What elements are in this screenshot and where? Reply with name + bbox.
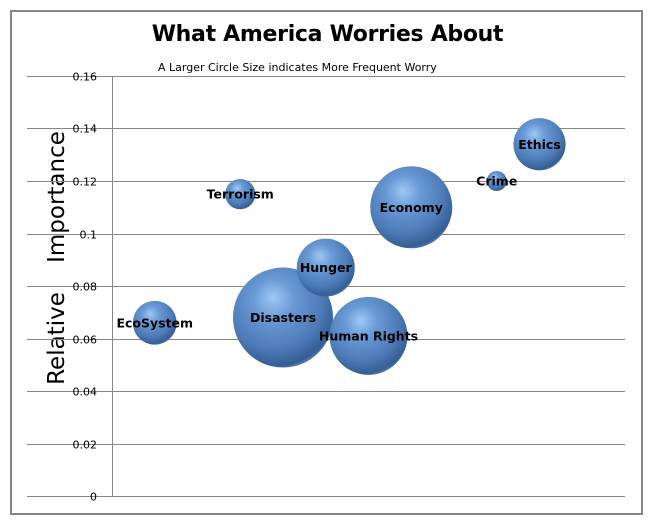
y-tick-label: 0 (90, 491, 97, 504)
y-tick-label: 0.12 (73, 176, 98, 189)
bubble-ecosystem (132, 300, 177, 345)
chart-title: What America Worries About (151, 22, 504, 47)
y-tick-label: 0.08 (73, 281, 98, 294)
bubble-disasters (233, 267, 333, 368)
y-tick-label: 0.04 (73, 386, 98, 399)
bubble-label: Terrorism (207, 187, 274, 202)
bubble-terrorism (225, 178, 256, 210)
bubble-label: Disasters (250, 310, 316, 325)
bubble-label: EcoSystem (116, 315, 193, 330)
bubble-crime (486, 171, 507, 191)
y-tick-label: 0.02 (73, 439, 98, 452)
y-tick-label: 0.14 (73, 123, 98, 136)
bubble-label: Human Rights (319, 328, 418, 343)
chart-subtitle: A Larger Circle Size indicates More Freq… (158, 61, 437, 74)
bubble-ethics (513, 118, 566, 171)
bubble-label: Economy (380, 200, 443, 215)
bubble-label: Crime (476, 174, 517, 189)
bubble-label: Hunger (300, 260, 353, 275)
y-tick-label: 0.1 (80, 229, 98, 242)
bubble-hunger (296, 238, 355, 297)
bubble-economy (370, 166, 453, 249)
bubble-human-rights (329, 296, 408, 375)
bubble-label: Ethics (518, 137, 561, 152)
y-tick-label: 0.06 (73, 334, 98, 347)
y-tick-label: 0.16 (73, 71, 98, 84)
